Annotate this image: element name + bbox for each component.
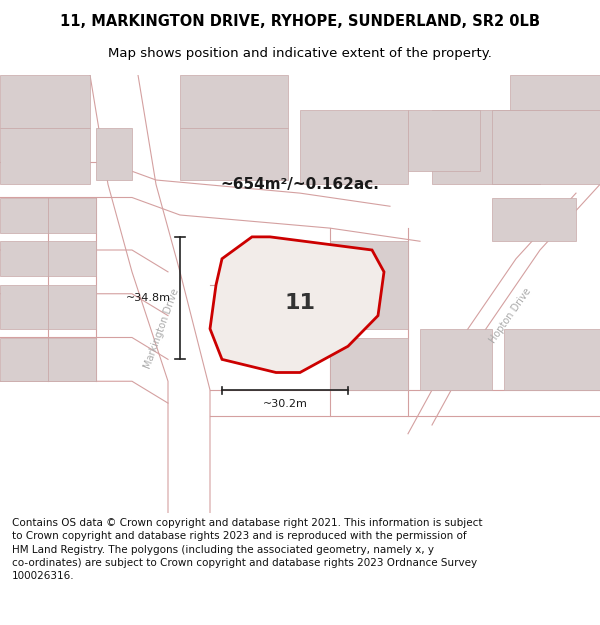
Polygon shape (492, 110, 600, 184)
Polygon shape (420, 329, 492, 390)
Polygon shape (0, 75, 90, 128)
Polygon shape (48, 285, 96, 329)
Polygon shape (492, 198, 576, 241)
Polygon shape (330, 338, 408, 390)
Polygon shape (210, 237, 384, 372)
Text: Contains OS data © Crown copyright and database right 2021. This information is : Contains OS data © Crown copyright and d… (12, 518, 482, 581)
Text: Hopton Drive: Hopton Drive (487, 286, 533, 345)
Text: Map shows position and indicative extent of the property.: Map shows position and indicative extent… (108, 48, 492, 61)
Polygon shape (48, 338, 96, 381)
Text: 11: 11 (284, 292, 316, 312)
Polygon shape (330, 241, 408, 329)
Text: ~654m²/~0.162ac.: ~654m²/~0.162ac. (221, 177, 379, 192)
Polygon shape (0, 285, 48, 329)
Text: 11, MARKINGTON DRIVE, RYHOPE, SUNDERLAND, SR2 0LB: 11, MARKINGTON DRIVE, RYHOPE, SUNDERLAND… (60, 14, 540, 29)
Polygon shape (0, 241, 48, 276)
Polygon shape (510, 75, 600, 110)
Polygon shape (504, 329, 600, 390)
Polygon shape (180, 127, 288, 180)
Polygon shape (300, 110, 408, 184)
Polygon shape (48, 241, 96, 276)
Text: ~30.2m: ~30.2m (263, 399, 307, 409)
Polygon shape (96, 127, 132, 180)
Polygon shape (408, 110, 480, 171)
Polygon shape (0, 127, 90, 184)
Polygon shape (432, 110, 540, 184)
Polygon shape (0, 198, 48, 232)
Polygon shape (48, 198, 96, 232)
Text: Markington Drive: Markington Drive (143, 288, 181, 370)
Polygon shape (0, 338, 48, 381)
Text: ~34.8m: ~34.8m (126, 293, 171, 303)
Polygon shape (180, 75, 288, 128)
